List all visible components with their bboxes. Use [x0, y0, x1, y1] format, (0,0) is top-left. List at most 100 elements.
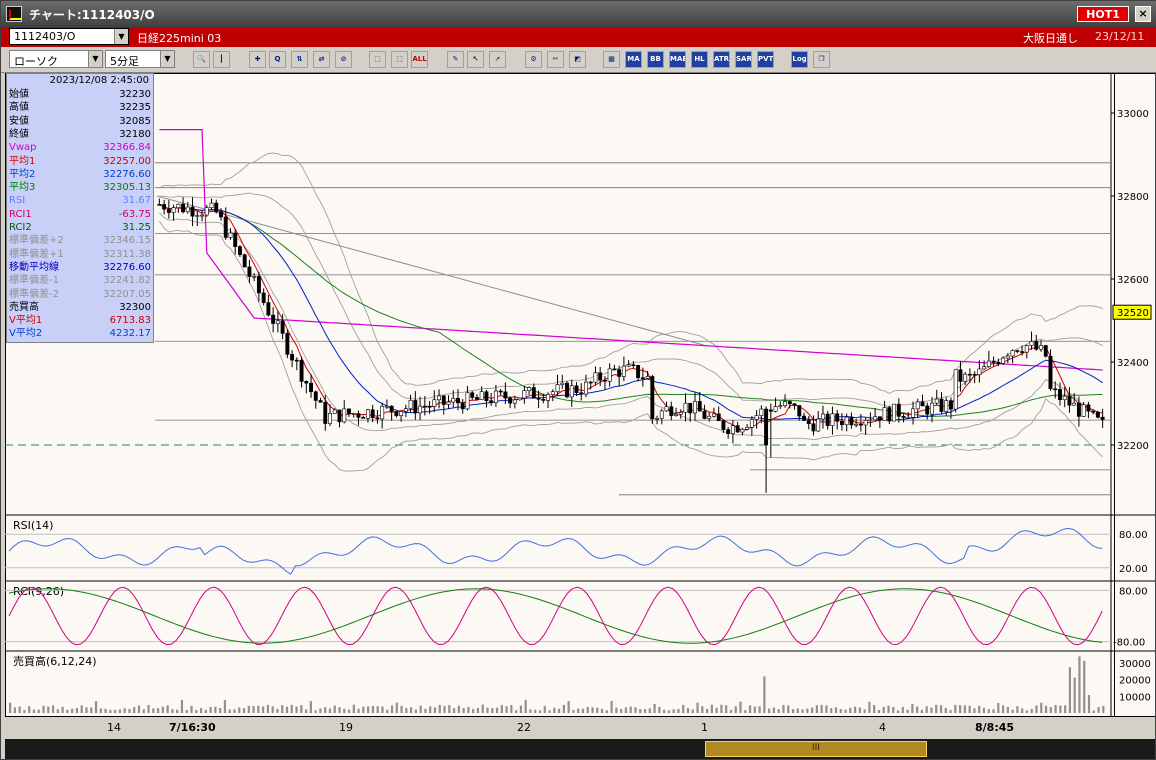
candle-icon[interactable]: ⬚ [369, 51, 386, 68]
candle [783, 401, 788, 406]
volume-bar [424, 708, 427, 713]
chart-scrollbar[interactable]: III [5, 739, 1155, 759]
zoom-icon[interactable]: 🔍 [193, 51, 210, 68]
volume-bar [429, 706, 432, 713]
candle [1095, 411, 1100, 418]
volume-bar [572, 709, 575, 713]
table-icon[interactable]: ▦ [603, 51, 620, 68]
candle [745, 427, 750, 430]
chart-canvas[interactable]: 33000 32800 32600 32400 32200 32520 RSI(14) 80.… [5, 73, 1155, 717]
candle [669, 406, 674, 416]
volume-bar [486, 707, 489, 713]
volume-bar [247, 705, 250, 713]
all-button[interactable]: ALL [411, 51, 428, 68]
mae-button[interactable]: MAE [669, 51, 686, 68]
candle [1058, 389, 1062, 400]
volume-bar [853, 706, 857, 713]
candle [967, 373, 972, 376]
magnify-icon[interactable]: Q [269, 51, 286, 68]
volume-bar [1049, 707, 1052, 713]
chevron-down-icon[interactable]: ▼ [160, 51, 174, 67]
data-row: 売買高 32300 [8, 301, 154, 314]
candle [1067, 395, 1072, 406]
tools-icon[interactable]: ✂ [547, 51, 564, 68]
chevron-down-icon[interactable]: ▼ [88, 51, 102, 67]
candle [275, 320, 280, 324]
candle [546, 394, 551, 401]
candle [337, 409, 342, 423]
data-row: 始値 32230 [8, 88, 154, 101]
compare-icon[interactable]: ⇄ [313, 51, 330, 68]
interval-select[interactable]: 5分足 ▼ [105, 50, 175, 68]
volume-bar [949, 710, 952, 713]
rci-panel-label: RCI(9,26) [13, 585, 64, 598]
log-button[interactable]: Log [791, 51, 808, 68]
volume-bar [896, 710, 900, 713]
data-row-value: 32276.60 [103, 168, 151, 180]
candle [1091, 410, 1096, 413]
hot-badge[interactable]: HOT1 [1077, 6, 1129, 22]
data-row: 平均1 32257.00 [8, 155, 154, 168]
volume-bar [1068, 667, 1072, 713]
volume-bar [228, 709, 231, 713]
candle [261, 292, 266, 303]
cross-icon[interactable]: ✚ [249, 51, 266, 68]
volume-bar [209, 707, 212, 713]
candle [1062, 395, 1067, 400]
candle [204, 207, 209, 216]
rci-fast-line [8, 586, 1103, 646]
candle [948, 400, 953, 410]
volume-bar [510, 705, 513, 713]
volume-bar [691, 709, 694, 713]
volume-bar [328, 708, 332, 713]
pen-icon[interactable]: ✎ [447, 51, 464, 68]
volume-bar [663, 709, 666, 713]
volume-bar [223, 700, 227, 713]
data-row-label: RCI2 [9, 222, 32, 233]
scroll-thumb-grip: III [812, 743, 820, 753]
title-bar[interactable]: チャート:1112403/O HOT1 × [1, 1, 1156, 27]
volume-bar [80, 705, 83, 713]
volume-bar [519, 705, 523, 713]
bb-button[interactable]: BB [647, 51, 664, 68]
data-row-value: 31.25 [122, 222, 151, 233]
candle-alt-icon[interactable]: ⬚ [391, 51, 408, 68]
candle [517, 397, 522, 401]
pvt-button[interactable]: PVT [757, 51, 774, 68]
scale-icon[interactable]: ⇅ [291, 51, 308, 68]
sar-button[interactable]: SAR [735, 51, 752, 68]
chart-type-select[interactable]: ローソク ▼ [9, 50, 103, 68]
bar-width-icon[interactable]: ┃ [213, 51, 230, 68]
volume-bar [376, 706, 379, 713]
disabled-icon[interactable]: ⊘ [335, 51, 352, 68]
arrow-icon[interactable]: ➚ [489, 51, 506, 68]
scroll-thumb[interactable]: III [705, 741, 927, 757]
close-button[interactable]: × [1135, 6, 1151, 22]
data-row-value: 32366.84 [103, 142, 151, 154]
volume-bar [300, 705, 303, 713]
volume-bar [443, 705, 446, 713]
color-icon[interactable]: ◩ [569, 51, 586, 68]
volume-bar [324, 707, 327, 713]
volume-bar [371, 705, 375, 713]
chevron-down-icon[interactable]: ▼ [114, 29, 128, 44]
hl-button[interactable]: HL [691, 51, 708, 68]
settings-icon[interactable]: ⚙ [525, 51, 542, 68]
volume-bar [815, 705, 818, 713]
volume-bar [462, 708, 465, 713]
volume-bar [982, 707, 986, 713]
x-tick-label: 14 [107, 721, 121, 734]
candle [1076, 402, 1081, 417]
atr-button[interactable]: ATR [713, 51, 730, 68]
volume-bar [262, 706, 265, 713]
candle [792, 403, 797, 406]
chart-type-value: ローソク [14, 55, 58, 68]
symbol-select[interactable]: 1112403/O ▼ [9, 28, 129, 45]
candle [640, 377, 645, 380]
ma-button[interactable]: MA [625, 51, 642, 68]
window-icon[interactable]: ❐ [813, 51, 830, 68]
volume-bar [1102, 706, 1105, 713]
instrument-name: 日経225mini 03 [137, 32, 222, 45]
candle [707, 415, 712, 419]
pointer-icon[interactable]: ↖ [467, 51, 484, 68]
